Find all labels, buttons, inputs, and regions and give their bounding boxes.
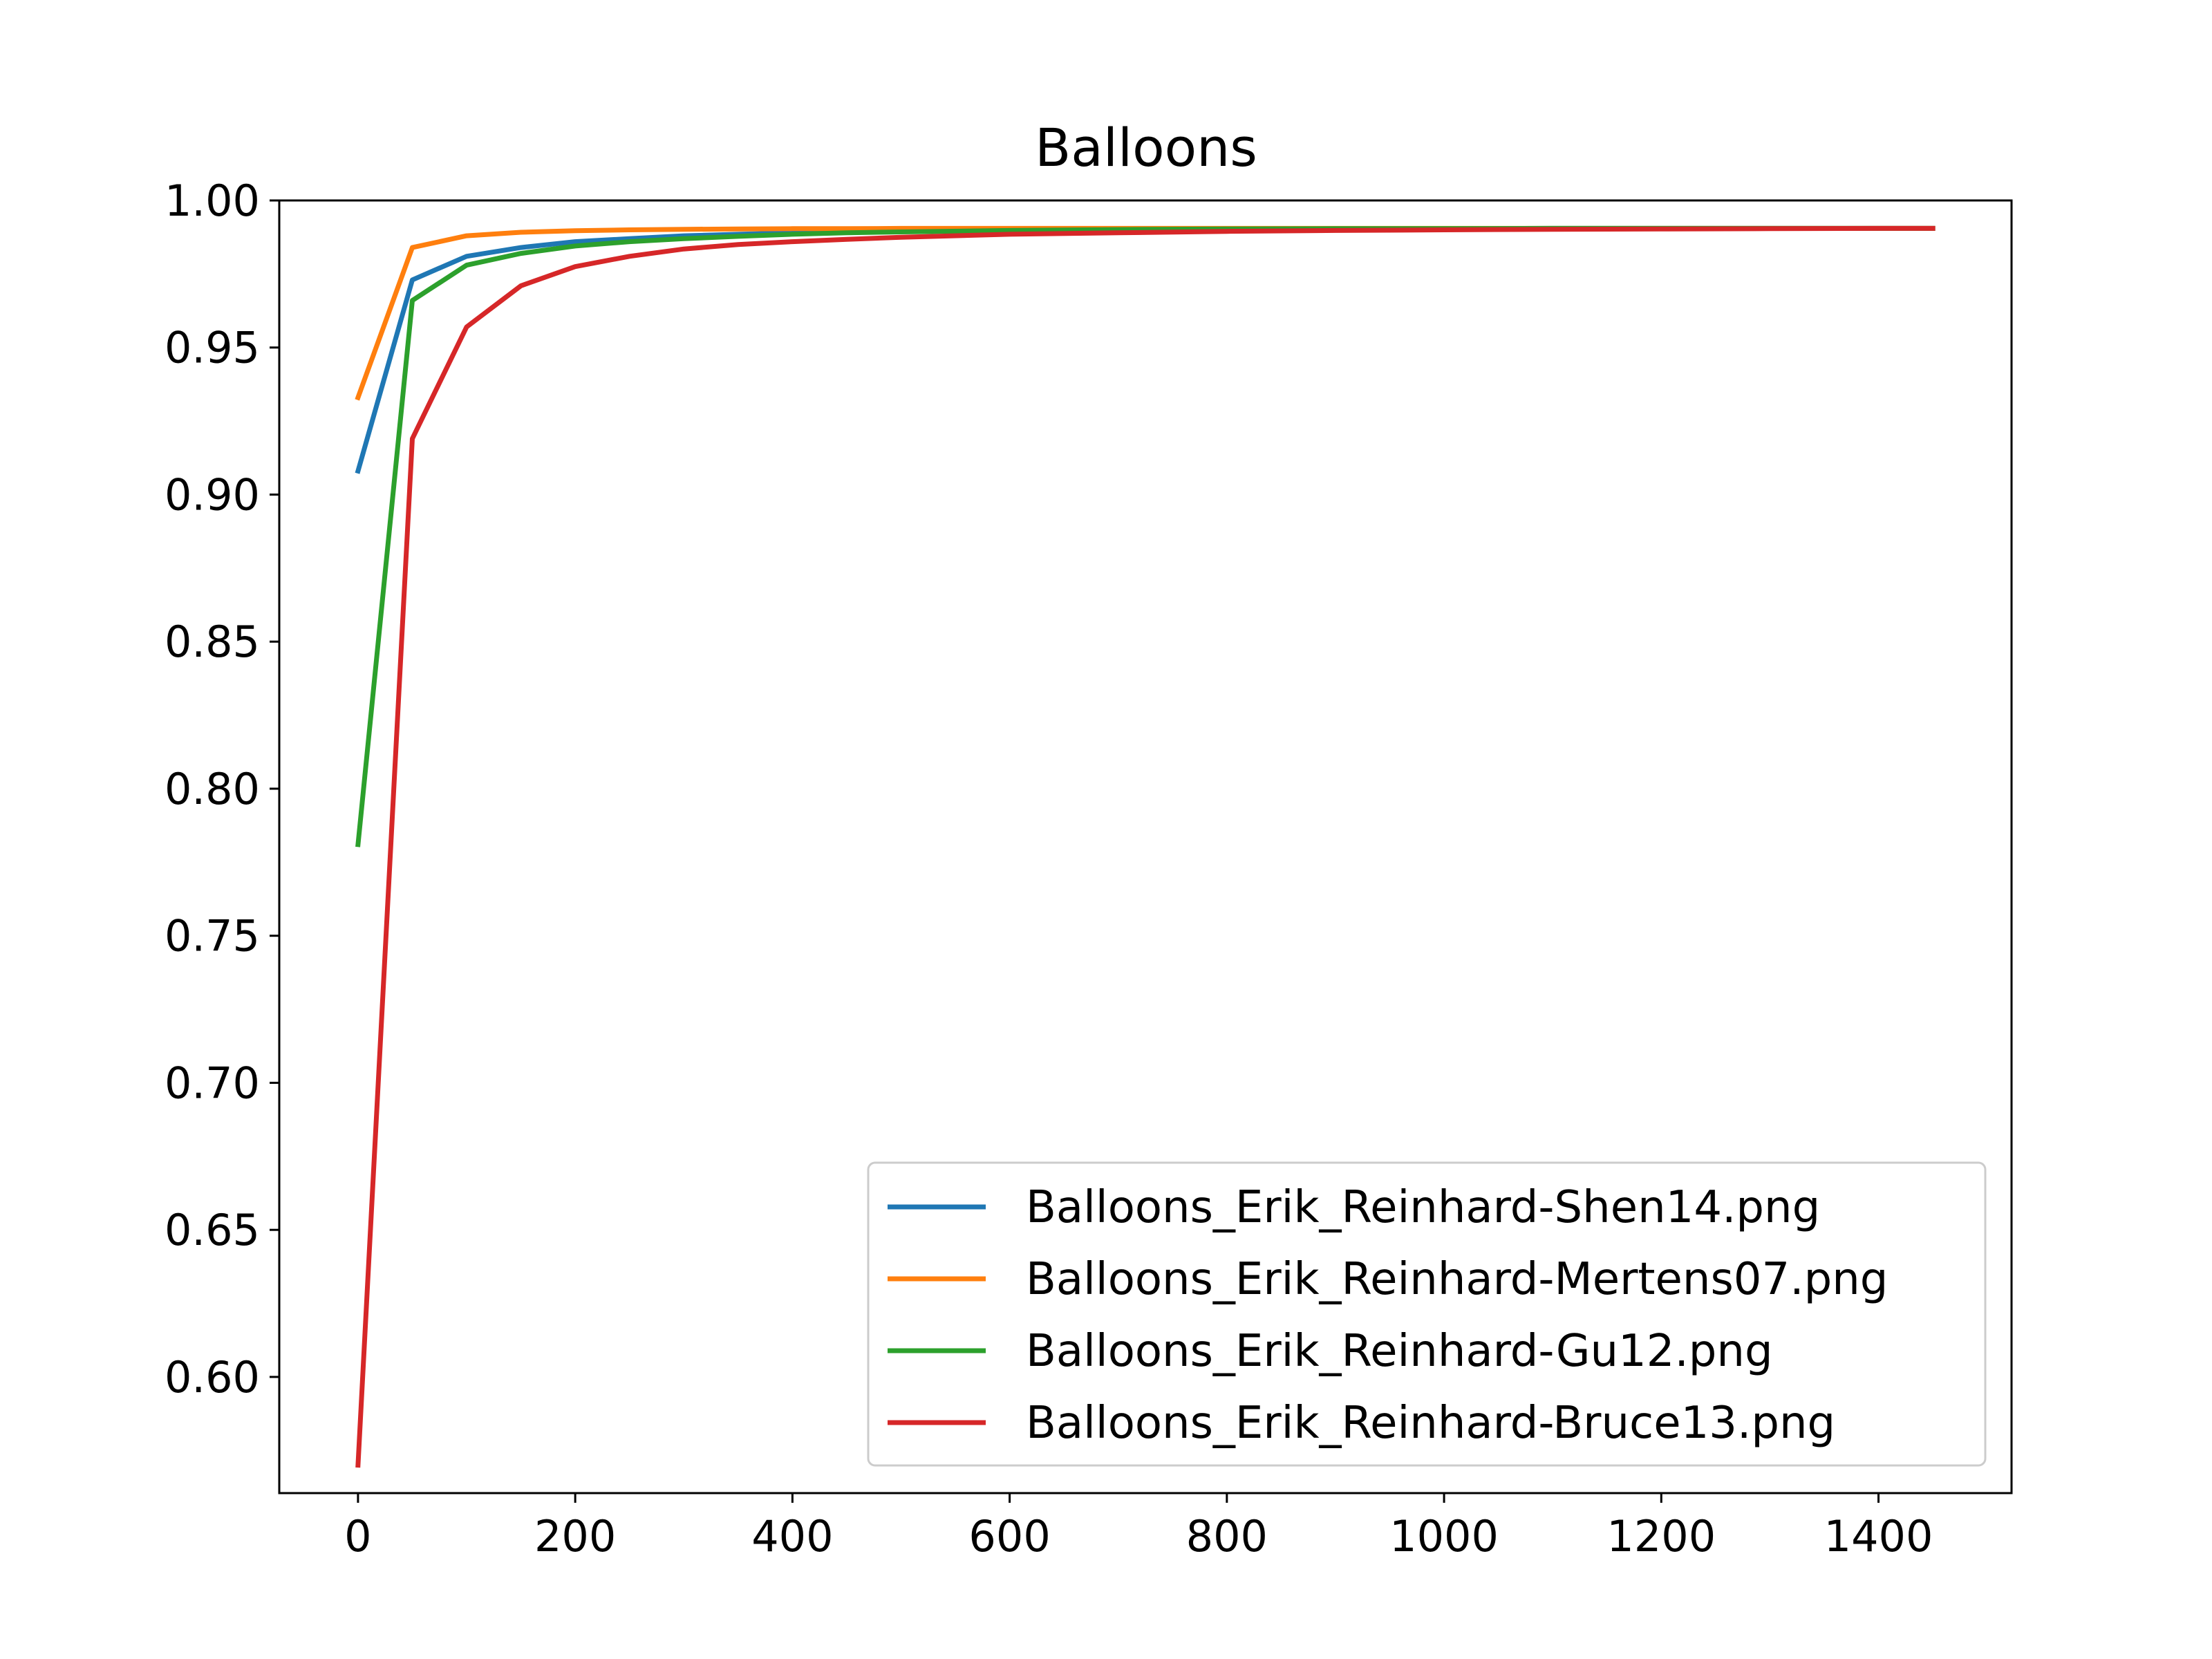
plot-frame bbox=[278, 199, 2013, 1494]
y-tick-label: 0.65 bbox=[165, 1205, 260, 1255]
x-tick-label: 1200 bbox=[1606, 1511, 1716, 1562]
x-axis: 0 200 400 600 800 1000 1200 1400 bbox=[344, 1493, 1933, 1562]
y-tick-label: 1.00 bbox=[165, 176, 260, 226]
x-tick-label: 800 bbox=[1186, 1511, 1268, 1562]
y-tick-label: 0.70 bbox=[165, 1058, 260, 1108]
y-tick-label: 0.90 bbox=[165, 469, 260, 520]
legend-frame bbox=[867, 1161, 1987, 1467]
legend-label-1: Balloons_Erik_Reinhard-Mertens07.png bbox=[1026, 1254, 1888, 1305]
legend-label-0: Balloons_Erik_Reinhard-Shen14.png bbox=[1026, 1182, 1820, 1233]
series-line-3 bbox=[355, 225, 1936, 1468]
legend-entries: Balloons_Erik_Reinhard-Shen14.png Balloon… bbox=[888, 1182, 1888, 1449]
y-axis: 0.60 0.65 0.70 0.75 0.80 0.85 0.90 0.95 1.00 bbox=[165, 176, 279, 1403]
y-tick-label: 0.75 bbox=[165, 911, 260, 962]
chart-title: Balloons bbox=[1035, 117, 1257, 178]
x-tick-label: 1400 bbox=[1824, 1511, 1933, 1562]
y-tick-label: 0.60 bbox=[165, 1352, 260, 1403]
x-tick-label: 0 bbox=[344, 1511, 371, 1562]
legend-label-2: Balloons_Erik_Reinhard-Gu12.png bbox=[1026, 1326, 1773, 1377]
legend-label-3: Balloons_Erik_Reinhard-Bruce13.png bbox=[1026, 1398, 1835, 1449]
x-tick-label: 1000 bbox=[1389, 1511, 1499, 1562]
y-tick-label: 0.85 bbox=[165, 617, 260, 667]
y-tick-label: 0.80 bbox=[165, 764, 260, 814]
x-tick-label: 200 bbox=[534, 1511, 616, 1562]
x-tick-label: 600 bbox=[968, 1511, 1050, 1562]
plot-lines bbox=[355, 225, 1936, 1468]
legend: Balloons_Erik_Reinhard-Shen14.png Balloon… bbox=[867, 1161, 1987, 1467]
y-tick-label: 0.95 bbox=[165, 323, 260, 373]
x-tick-label: 400 bbox=[751, 1511, 833, 1562]
